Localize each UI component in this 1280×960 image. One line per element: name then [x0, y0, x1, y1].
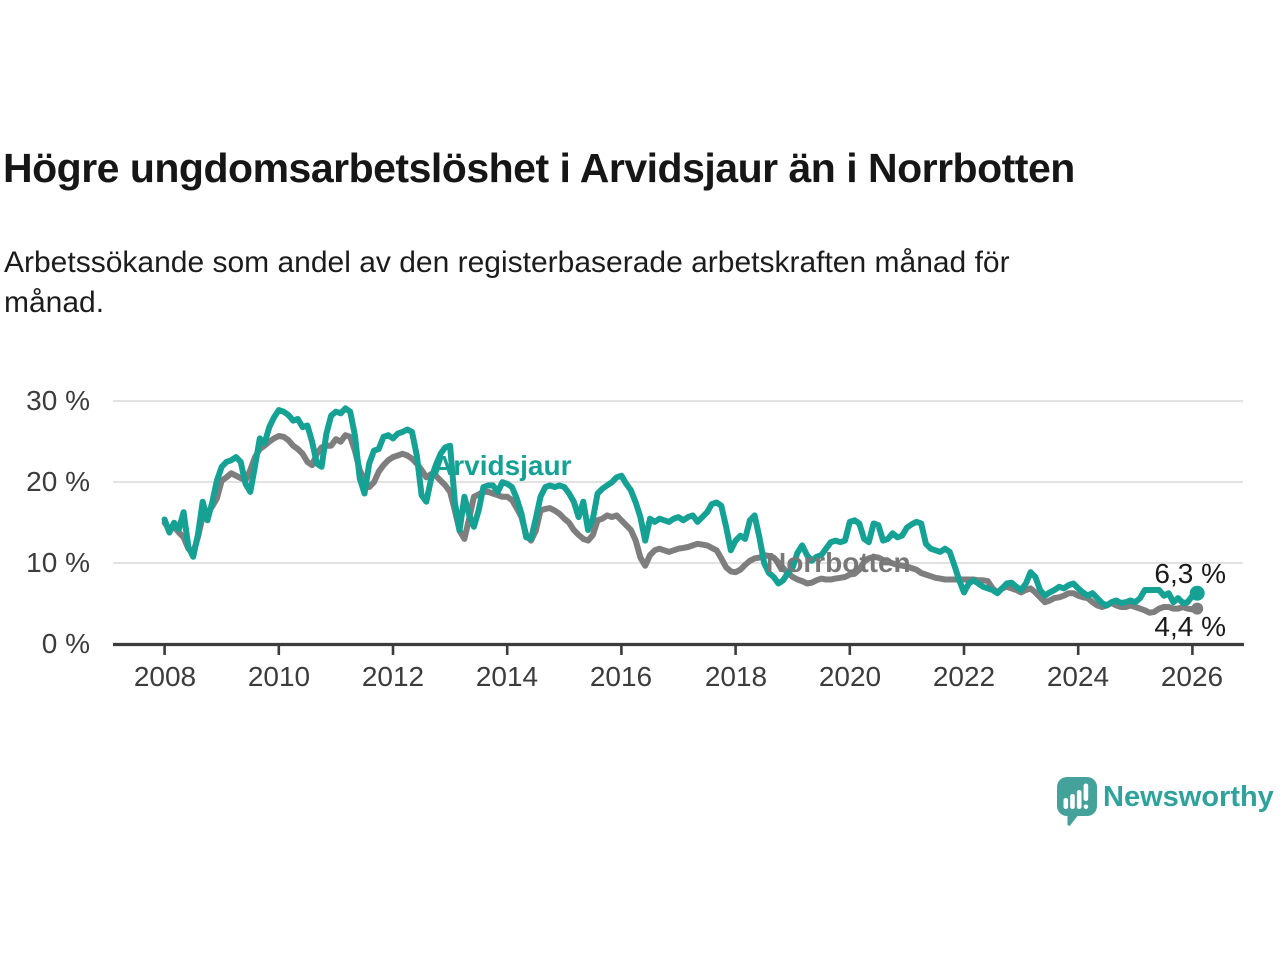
x-tick-label-2018: 2018 — [704, 661, 768, 692]
y-tick-label-10: 10 % — [26, 547, 90, 578]
subtitle-line-2: månad. — [4, 286, 105, 319]
y-tick-label-20: 20 % — [26, 466, 90, 497]
newsworthy-logo-text: Newsworthy — [1103, 781, 1274, 813]
subtitle-line-1: Arbetssökande som andel av den registerb… — [4, 246, 1010, 279]
page-subtitle: Arbetssökande som andel av den registerb… — [4, 243, 1224, 323]
x-tick-label-2022: 2022 — [932, 661, 996, 692]
x-tick-label-2014: 2014 — [475, 661, 539, 692]
series-line-norrbotten — [161, 432, 1201, 616]
y-tick-label-0: 0 % — [41, 628, 90, 659]
x-tick-label-2026: 2026 — [1160, 661, 1224, 692]
page-title: Högre ungdomsarbetslöshet i Arvidsjaur ä… — [3, 145, 1075, 191]
end-value-label-norrbotten: 4,4 % — [1154, 611, 1226, 642]
series-line-arvidsjaur — [161, 405, 1201, 609]
series-label-arvidsjaur: Arvidsjaur — [433, 450, 572, 481]
x-tick-label-2010: 2010 — [247, 661, 311, 692]
series-label-norrbotten: Norrbotten — [766, 547, 911, 578]
x-axis — [113, 642, 1244, 655]
x-tick-label-2020: 2020 — [818, 661, 882, 692]
series-endpoint-norrbotten — [1191, 602, 1204, 615]
y-tick-label-30: 30 % — [26, 385, 90, 416]
newsworthy-logo-icon — [1057, 777, 1097, 826]
end-value-label-arvidsjaur: 6,3 % — [1154, 558, 1226, 589]
gridlines — [113, 400, 1243, 564]
x-tick-label-2012: 2012 — [361, 661, 425, 692]
x-tick-label-2024: 2024 — [1046, 661, 1110, 692]
x-tick-label-2008: 2008 — [133, 661, 197, 692]
series-endpoint-arvidsjaur — [1189, 585, 1205, 601]
x-tick-label-2016: 2016 — [589, 661, 653, 692]
